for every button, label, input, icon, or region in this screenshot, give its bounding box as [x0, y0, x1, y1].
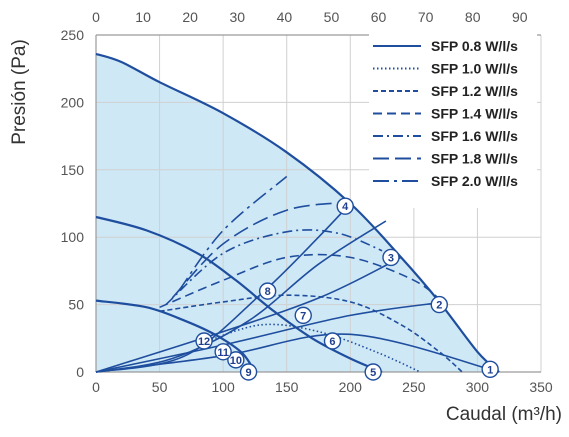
- operating-point-4: [336, 197, 354, 215]
- x-tick-label: 150: [275, 379, 299, 395]
- x-tick-label: 350: [529, 379, 553, 395]
- legend-entry: SFP 2.0 W/l/s: [431, 173, 518, 189]
- x-tick-label: 100: [211, 379, 235, 395]
- y-tick-label: 50: [68, 297, 84, 313]
- sfp-line-4: [159, 253, 447, 309]
- sfp-line-6: [171, 201, 351, 299]
- fan-curve-mid: [95, 215, 383, 374]
- operating-point-3: [382, 248, 400, 267]
- fan-curve-low: [95, 299, 256, 373]
- top-tick-label: 20: [182, 9, 198, 25]
- operating-point-label: 3: [388, 252, 394, 264]
- legend-box: [369, 32, 537, 208]
- x-tick-label: 300: [466, 379, 490, 395]
- operating-point-11: [214, 343, 232, 361]
- legend-entry: SFP 1.6 W/l/s: [431, 128, 518, 144]
- operating-point-label: 7: [300, 310, 306, 322]
- legend-entry: SFP 0.8 W/l/s: [431, 38, 518, 54]
- x-tick-label: 250: [402, 379, 426, 395]
- legend-entry: SFP 1.4 W/l/s: [431, 106, 518, 122]
- sfp-line-1: [95, 333, 500, 373]
- y-tick-label: 250: [61, 27, 85, 43]
- y-tick-label: 0: [76, 364, 84, 380]
- y-tick-label: 150: [61, 162, 85, 178]
- sfp-line-5: [165, 229, 383, 306]
- y-tick-label: 100: [61, 229, 85, 245]
- top-tick-label: 90: [512, 9, 528, 25]
- operating-area: [96, 53, 500, 373]
- operating-point-label: 6: [329, 336, 335, 348]
- sfp-line-3: [159, 294, 463, 373]
- operating-point-8: [258, 282, 277, 300]
- x-tick-label: 50: [152, 379, 168, 395]
- x-axis-title: Caudal (m³/h): [446, 404, 562, 425]
- operating-point-label: 12: [198, 336, 210, 348]
- operating-point-7: [294, 306, 312, 325]
- operating-point-2: [430, 295, 448, 314]
- operating-area-fill: [96, 53, 500, 373]
- operating-point-label: 10: [230, 355, 242, 367]
- operating-point-label: 2: [436, 300, 442, 312]
- operating-point-12: [195, 332, 213, 350]
- legend-entry: SFP 1.8 W/l/s: [431, 151, 518, 167]
- series-lines: [95, 52, 500, 374]
- operating-point-9: [239, 363, 258, 381]
- top-tick-label: 10: [135, 9, 151, 25]
- system-curve-A: [95, 301, 446, 373]
- operating-point-1: [481, 360, 499, 379]
- operating-point-label: 8: [265, 286, 271, 298]
- x-tick-label: 200: [339, 379, 363, 395]
- top-tick-label: 30: [229, 9, 245, 25]
- operating-point-label: 1: [487, 364, 493, 376]
- system-curve-B: [95, 256, 402, 373]
- operating-point-10: [227, 351, 245, 369]
- sfp-line-2: [203, 323, 421, 373]
- y-axis-title: Presión (Pa): [9, 39, 30, 145]
- operating-point-label: 9: [246, 367, 252, 379]
- top-tick-label: 0: [92, 9, 100, 25]
- legend-entry: SFP 1.0 W/l/s: [431, 61, 518, 77]
- top-tick-label: 60: [371, 9, 387, 25]
- system-curve-C: [95, 220, 387, 373]
- operating-point-label: 11: [217, 347, 229, 359]
- legend: SFP 0.8 W/l/s SFP 1.0 W/l/s SFP 1.2 W/l/s S…: [369, 32, 537, 208]
- operating-point-label: 4: [342, 201, 349, 213]
- legend-entry: SFP 1.2 W/l/s: [431, 83, 518, 99]
- x-tick-label: 0: [92, 379, 100, 395]
- operating-point-5: [364, 363, 382, 381]
- operating-point-6: [323, 332, 342, 350]
- fan-curve-max: [95, 52, 500, 373]
- operating-point-label: 5: [370, 367, 376, 379]
- top-tick-label: 40: [277, 9, 293, 25]
- top-tick-label: 80: [465, 9, 481, 25]
- y-tick-label: 200: [61, 94, 85, 110]
- top-tick-label: 50: [324, 9, 340, 25]
- top-tick-label: 70: [418, 9, 434, 25]
